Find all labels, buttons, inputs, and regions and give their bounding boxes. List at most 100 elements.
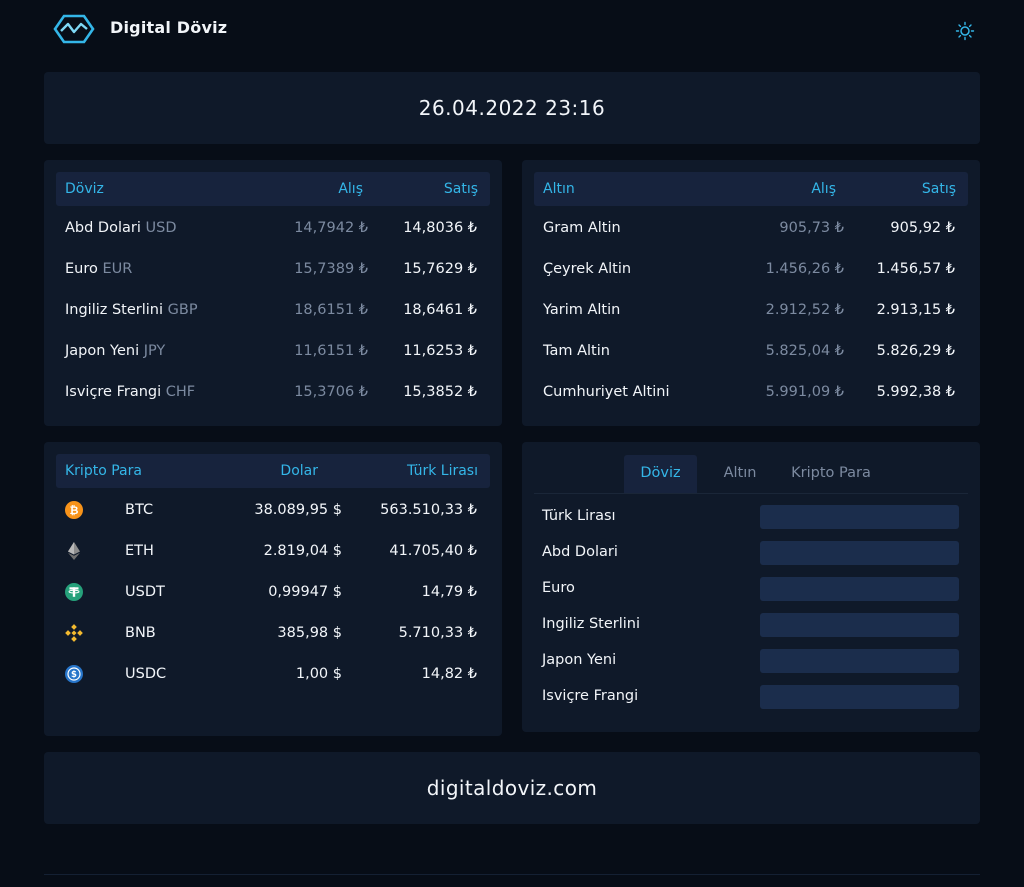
sell-price: 1.456,57 ₺ [876, 261, 955, 277]
usd-price: 2.819,04 $ [263, 543, 342, 559]
converter-label: Abd Dolari [542, 544, 618, 560]
table-row: $ USDC 1,00 $ 14,82 ₺ [56, 665, 490, 707]
table-row: USDT 0,99947 $ 14,79 ₺ [56, 583, 490, 625]
euro-input[interactable] [760, 577, 959, 601]
table-row: Gram Altin 905,73 ₺ 905,92 ₺ [534, 220, 968, 261]
sell-price: 5.826,29 ₺ [876, 343, 955, 359]
converter-label: Euro [542, 580, 575, 596]
tab-altin[interactable]: Altın [723, 465, 757, 481]
try-price: 14,82 ₺ [421, 666, 477, 682]
currency-name: Euro EUR [65, 261, 132, 277]
currency-code: JPY [143, 343, 166, 359]
table-row: Abd Dolari USD 14,7942 ₺ 14,8036 ₺ [56, 220, 490, 261]
table-row: Isviçre Frangi CHF 15,3706 ₺ 15,3852 ₺ [56, 384, 490, 425]
buy-price: 15,3706 ₺ [294, 384, 368, 400]
column-header-buy: Alış [811, 181, 836, 197]
bottom-divider [44, 874, 980, 875]
table-row: BNB 385,98 $ 5.710,33 ₺ [56, 624, 490, 666]
bitcoin-icon: ₿ [65, 501, 83, 519]
top-bar: Digital Döviz [0, 0, 1024, 60]
buy-price: 1.456,26 ₺ [765, 261, 844, 277]
converter-row: Isviçre Frangi [542, 685, 960, 709]
isvicre-frangi-input[interactable] [760, 685, 959, 709]
ethereum-icon [68, 542, 80, 560]
gold-name: Cumhuriyet Altini [543, 384, 670, 400]
tether-icon [65, 583, 83, 601]
footer-card: digitaldoviz.com [44, 752, 980, 824]
try-price: 14,79 ₺ [421, 584, 477, 600]
table-row: Tam Altin 5.825,04 ₺ 5.826,29 ₺ [534, 343, 968, 384]
crypto-symbol: ETH [125, 543, 154, 559]
converter-row: Ingiliz Sterlini [542, 613, 960, 637]
logo-icon[interactable] [53, 14, 95, 44]
currency-table: Döviz Alış Satış Abd Dolari USD 14,7942 … [44, 160, 502, 426]
crypto-table: Kripto Para Dolar Türk Lirası ₿ BTC 38.0… [44, 442, 502, 736]
converter-row: Euro [542, 577, 960, 601]
usd-price: 0,99947 $ [268, 584, 342, 600]
try-price: 563.510,33 ₺ [380, 502, 477, 518]
column-header-gold: Altın [543, 181, 575, 197]
column-header-crypto: Kripto Para [65, 463, 142, 479]
footer-site-link[interactable]: digitaldoviz.com [426, 776, 598, 800]
date-card: 26.04.2022 23:16 [44, 72, 980, 144]
svg-text:₿: ₿ [70, 504, 79, 517]
sell-price: 15,7629 ₺ [403, 261, 477, 277]
crypto-table-header: Kripto Para Dolar Türk Lirası [56, 454, 490, 488]
currency-name: Isviçre Frangi CHF [65, 384, 195, 400]
binance-icon [65, 624, 83, 642]
currency-label: Ingiliz Sterlini [65, 302, 164, 318]
sun-icon[interactable] [955, 21, 975, 41]
converter-label: Türk Lirası [542, 508, 616, 524]
currency-code: EUR [102, 261, 133, 277]
column-header-sell: Satış [921, 181, 956, 197]
table-row: Japon Yeni JPY 11,6151 ₺ 11,6253 ₺ [56, 343, 490, 384]
japon-yeni-input[interactable] [760, 649, 959, 673]
currency-name: Abd Dolari USD [65, 220, 176, 236]
table-row: Ingiliz Sterlini GBP 18,6151 ₺ 18,6461 ₺ [56, 302, 490, 343]
gold-table-header: Altın Alış Satış [534, 172, 968, 206]
crypto-symbol: BTC [125, 502, 154, 518]
usdc-icon: $ [65, 665, 83, 683]
buy-price: 15,7389 ₺ [294, 261, 368, 277]
table-row: ETH 2.819,04 $ 41.705,40 ₺ [56, 542, 490, 584]
date-time: 26.04.2022 23:16 [418, 96, 606, 120]
buy-price: 11,6151 ₺ [294, 343, 368, 359]
converter-label: Japon Yeni [542, 652, 617, 668]
sell-price: 2.913,15 ₺ [876, 302, 955, 318]
usd-price: 38.089,95 $ [254, 502, 342, 518]
tab-doviz[interactable]: Döviz [624, 455, 697, 493]
currency-label: Abd Dolari [65, 220, 141, 236]
converter-label: Ingiliz Sterlini [542, 616, 641, 632]
gold-name: Çeyrek Altin [543, 261, 632, 277]
sell-price: 5.992,38 ₺ [876, 384, 955, 400]
converter-label: Isviçre Frangi [542, 688, 639, 704]
currency-code: CHF [165, 384, 196, 400]
try-price: 41.705,40 ₺ [389, 543, 477, 559]
try-price: 5.710,33 ₺ [398, 625, 477, 641]
sell-price: 18,6461 ₺ [403, 302, 477, 318]
brand-name[interactable]: Digital Döviz [110, 18, 228, 37]
ingiliz-sterlini-input[interactable] [760, 613, 959, 637]
currency-code: GBP [167, 302, 198, 318]
currency-name: Ingiliz Sterlini GBP [65, 302, 198, 318]
usd-price: 1,00 $ [295, 666, 342, 682]
gold-name: Tam Altin [543, 343, 610, 359]
gold-name: Gram Altin [543, 220, 621, 236]
svg-text:$: $ [71, 670, 77, 680]
gold-table: Altın Alış Satış Gram Altin 905,73 ₺ 905… [522, 160, 980, 426]
sell-price: 905,92 ₺ [890, 220, 955, 236]
currency-label: Euro [65, 261, 98, 277]
sell-price: 14,8036 ₺ [403, 220, 477, 236]
turk-lirasi-input[interactable] [760, 505, 959, 529]
column-header-usd: Dolar [280, 463, 318, 479]
converter-row: Abd Dolari [542, 541, 960, 565]
abd-dolari-input[interactable] [760, 541, 959, 565]
gold-name: Yarim Altin [543, 302, 621, 318]
tab-kripto-para[interactable]: Kripto Para [791, 465, 871, 481]
buy-price: 5.991,09 ₺ [765, 384, 844, 400]
table-row: ₿ BTC 38.089,95 $ 563.510,33 ₺ [56, 501, 490, 543]
table-row: Yarim Altin 2.912,52 ₺ 2.913,15 ₺ [534, 302, 968, 343]
table-row: Euro EUR 15,7389 ₺ 15,7629 ₺ [56, 261, 490, 302]
converter-row: Japon Yeni [542, 649, 960, 673]
buy-price: 2.912,52 ₺ [765, 302, 844, 318]
